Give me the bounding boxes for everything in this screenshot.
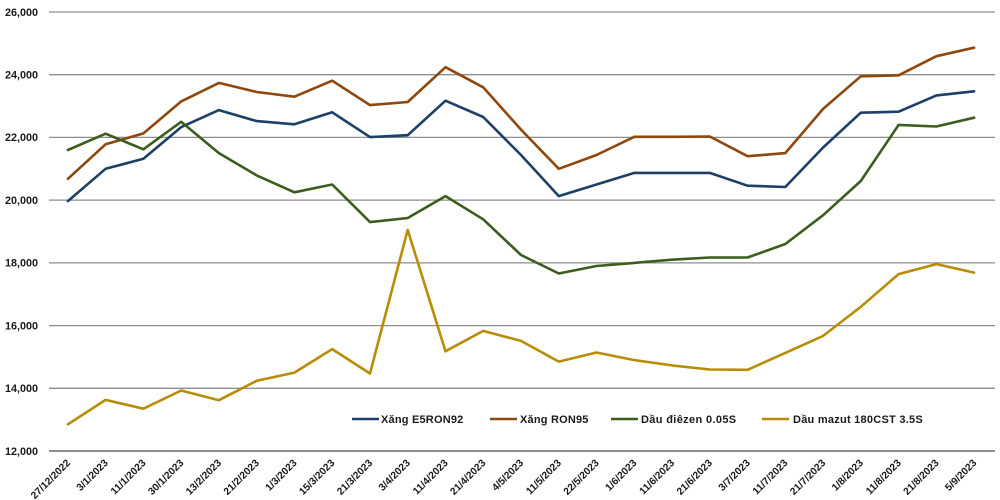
svg-text:12,000: 12,000: [5, 446, 38, 458]
svg-text:20,000: 20,000: [5, 195, 38, 207]
svg-text:26,000: 26,000: [5, 7, 38, 19]
svg-text:Dầu điêzen 0.05S: Dầu điêzen 0.05S: [641, 414, 736, 426]
svg-text:16,000: 16,000: [5, 320, 38, 332]
svg-text:18,000: 18,000: [5, 258, 38, 270]
svg-text:14,000: 14,000: [5, 383, 38, 395]
svg-text:22,000: 22,000: [5, 132, 38, 144]
svg-text:Dầu mazut 180CST 3.5S: Dầu mazut 180CST 3.5S: [793, 414, 923, 426]
svg-text:Xăng RON95: Xăng RON95: [520, 414, 589, 426]
svg-text:Xăng E5RON92: Xăng E5RON92: [381, 414, 463, 426]
svg-text:24,000: 24,000: [5, 70, 38, 82]
